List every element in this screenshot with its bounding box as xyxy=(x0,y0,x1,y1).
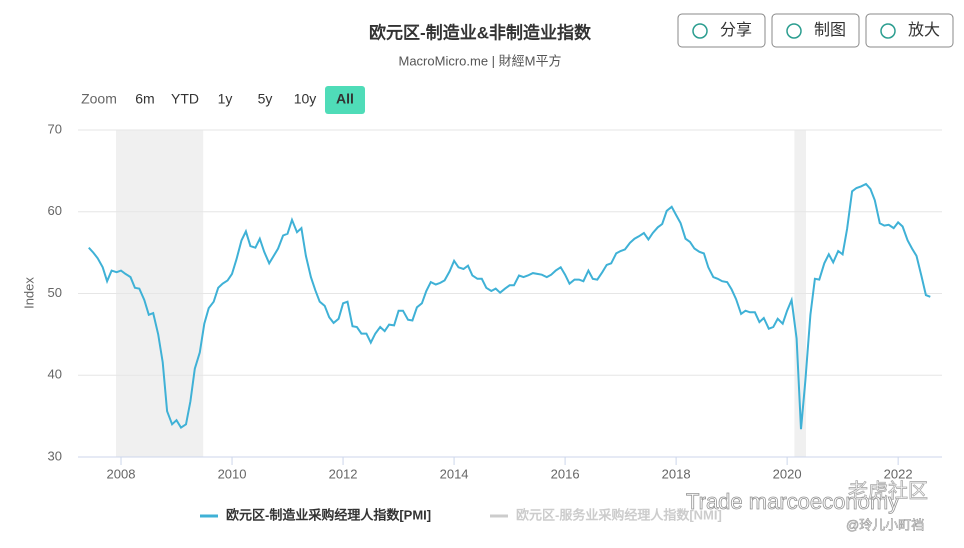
x-tick-label: 2016 xyxy=(551,466,580,481)
line-series xyxy=(88,182,931,430)
button-label[interactable]: 分享 xyxy=(720,21,752,39)
zoom-button[interactable]: 1y xyxy=(218,91,233,107)
zoom-button[interactable]: 5y xyxy=(258,91,273,107)
button-icon xyxy=(880,23,896,39)
y-tick-label: 60 xyxy=(48,203,62,218)
x-tick-label: 2012 xyxy=(329,466,358,481)
zoom-button[interactable]: 6m xyxy=(135,91,154,107)
legend-label-hidden[interactable]: 欧元区-服务业采购经理人指数[NMI] xyxy=(516,507,722,522)
zoom-button[interactable]: 10y xyxy=(294,91,317,107)
zoom-label: Zoom xyxy=(81,91,117,107)
header-button[interactable] xyxy=(865,13,954,48)
x-tick-label: 2022 xyxy=(884,466,913,481)
button-icon xyxy=(786,23,802,39)
header-button[interactable] xyxy=(771,13,860,48)
button-icon xyxy=(692,23,708,39)
watermark: 老虎社区 xyxy=(848,479,928,502)
zoom-button[interactable]: YTD xyxy=(171,91,199,107)
y-axis-label: Index xyxy=(21,277,36,309)
zoom-active-bg[interactable] xyxy=(325,86,365,114)
zoom-button[interactable]: All xyxy=(336,91,354,107)
legend-label[interactable]: 欧元区-制造业采购经理人指数[PMI] xyxy=(226,507,431,522)
x-tick-label: 2014 xyxy=(440,466,469,481)
header-button[interactable] xyxy=(677,13,766,48)
chart-title: 欧元区-制造业&非制造业指数 xyxy=(369,22,592,42)
button-label[interactable]: 放大 xyxy=(908,21,940,39)
y-tick-label: 50 xyxy=(48,285,62,300)
y-tick-label: 40 xyxy=(48,367,62,382)
button-label[interactable]: 制图 xyxy=(814,21,846,39)
x-tick-label: 2018 xyxy=(662,466,691,481)
x-tick-label: 2010 xyxy=(218,466,247,481)
x-tick-label: 2020 xyxy=(773,466,802,481)
y-tick-label: 70 xyxy=(48,121,62,136)
watermark: Trade marcoeconomy xyxy=(686,489,899,514)
x-tick-label: 2008 xyxy=(107,466,136,481)
chart-subtitle: MacroMicro.me | 財經M平方 xyxy=(399,53,562,68)
watermark: @玲儿小町裆 xyxy=(846,517,924,532)
y-tick-label: 30 xyxy=(48,448,62,463)
